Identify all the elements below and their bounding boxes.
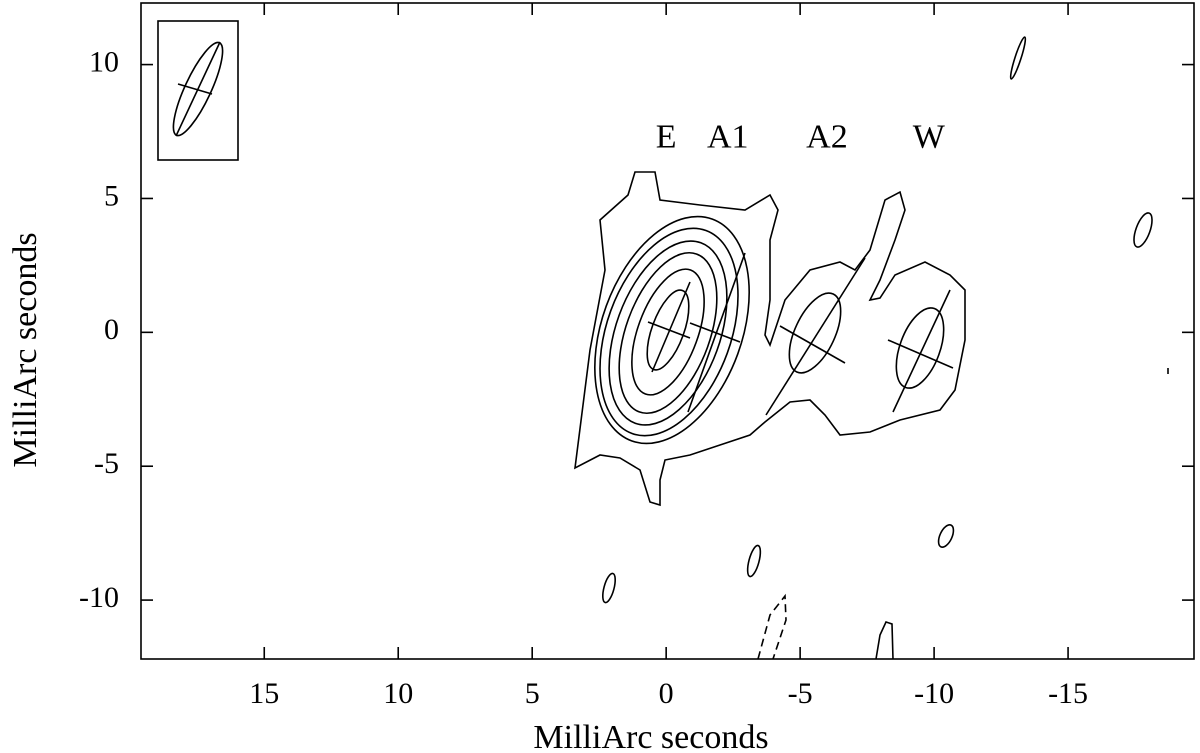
contour — [788, 292, 842, 374]
contour — [937, 524, 955, 548]
x-tick-label: 0 — [659, 677, 674, 710]
contour — [631, 268, 705, 396]
component-label: A2 — [806, 119, 848, 156]
component-axis — [689, 322, 741, 343]
x-axis-title: MilliArc seconds — [533, 719, 768, 753]
plot-frame — [140, 2, 1195, 660]
x-tick-label: 10 — [383, 677, 413, 710]
x-tick-label: 15 — [249, 677, 279, 710]
beam-axis — [177, 83, 213, 95]
contour — [1009, 36, 1027, 80]
x-tick-label: -5 — [788, 677, 813, 710]
contour — [594, 215, 750, 445]
y-tick-label: -5 — [94, 447, 119, 480]
component-axis — [892, 289, 951, 413]
component-axis — [765, 257, 866, 416]
component-label: E — [656, 119, 677, 156]
component-crosses — [647, 252, 954, 416]
y-axis-title: MilliArc seconds — [7, 232, 44, 467]
beam-axis — [175, 41, 221, 137]
y-tick-label: 10 — [89, 45, 119, 78]
contour — [599, 227, 739, 437]
y-tick-label: 0 — [104, 313, 119, 346]
x-tick-label: 5 — [525, 677, 540, 710]
contour — [608, 240, 728, 426]
contour — [875, 621, 894, 660]
negative-contour — [757, 593, 787, 660]
contour — [618, 251, 718, 415]
y-tick-label: -10 — [79, 581, 119, 614]
contour — [1133, 212, 1153, 248]
x-tick-label: -10 — [914, 677, 954, 710]
beam-box — [157, 20, 239, 161]
component-axis — [647, 321, 691, 339]
x-tick-label: -15 — [1048, 677, 1088, 710]
component-label: A1 — [707, 119, 749, 156]
beam-frame — [157, 20, 239, 161]
contour — [895, 307, 945, 389]
component-axis — [887, 339, 954, 369]
component-label: W — [913, 119, 946, 156]
contour — [574, 171, 966, 507]
y-tick-label: 5 — [104, 179, 119, 212]
component-axis — [779, 325, 846, 364]
contour — [746, 544, 762, 578]
component-axis — [651, 281, 691, 373]
contour — [602, 572, 616, 604]
